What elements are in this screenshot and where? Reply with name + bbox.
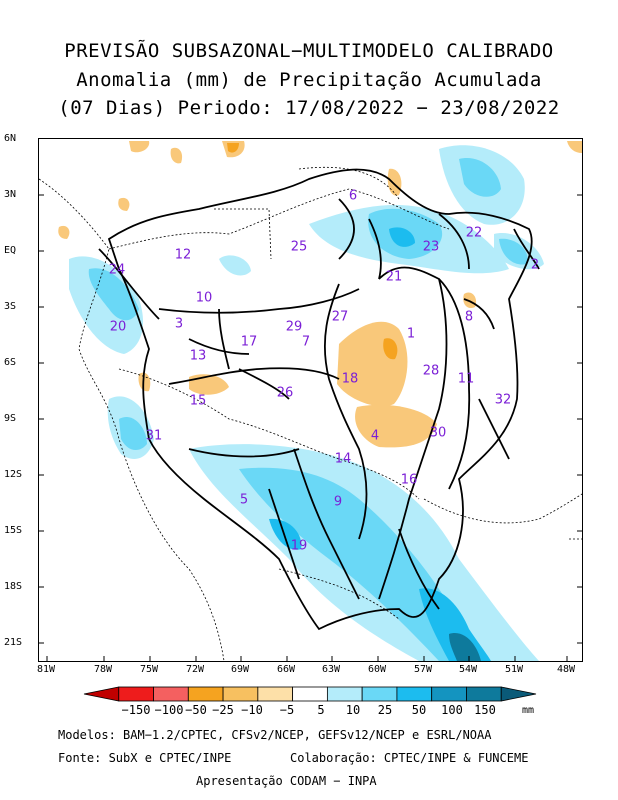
- basin-label: 21: [385, 269, 403, 285]
- footer-presentation: Apresentação CODAM − INPA: [196, 774, 377, 788]
- lat-label-15s: 15S: [4, 525, 23, 536]
- colorbar-swatch: [326, 686, 363, 702]
- basin-label: 24: [108, 262, 126, 278]
- colorbar-tick: −50: [185, 703, 207, 717]
- map-title-line1: PREVISÃO SUBSAZONAL−MULTIMODELO CALIBRAD…: [64, 40, 554, 62]
- lat-label-21s: 21S: [4, 637, 23, 648]
- colorbar-tick: 10: [345, 703, 361, 717]
- lon-label-78w: 78W: [93, 664, 113, 675]
- basin-label: 19: [290, 538, 308, 554]
- basin-label: 5: [239, 492, 249, 508]
- basin-label: 20: [109, 319, 127, 335]
- colorbar-tick: −5: [279, 703, 295, 717]
- basin-label: 25: [290, 239, 308, 255]
- colorbar-swatch: [153, 686, 189, 702]
- basin-label: 29: [285, 319, 303, 335]
- lon-label-51w: 51W: [504, 664, 524, 675]
- footer-models: Modelos: BAM−1.2/CPTEC, CFSv2/NCEP, GEFS…: [58, 728, 492, 742]
- basin-label: 13: [189, 348, 207, 364]
- lat-label-18s: 18S: [4, 581, 23, 592]
- lon-label-57w: 57W: [413, 664, 433, 675]
- basin-label: 4: [370, 428, 380, 444]
- lat-label-6s: 6S: [4, 357, 17, 368]
- colorbar-swatch: [396, 686, 433, 702]
- colorbar-swatch: [222, 686, 259, 702]
- basin-label: 6: [348, 188, 358, 204]
- colorbar-swatch: [83, 686, 120, 702]
- colorbar-tick: −100: [154, 703, 184, 717]
- anomaly-map: [39, 141, 582, 661]
- basin-label: 31: [145, 428, 163, 444]
- basin-label: 30: [429, 425, 447, 441]
- colorbar-swatch: [292, 686, 328, 702]
- basin-label: 8: [464, 309, 474, 325]
- basin-label: 3: [174, 316, 184, 332]
- basin-label: 22: [465, 225, 483, 241]
- basin-label: 16: [400, 472, 418, 488]
- footer-collaboration: Colaboração: CPTEC/INPE & FUNCEME: [290, 751, 529, 765]
- colorbar-swatch: [500, 686, 537, 702]
- basin-label: 17: [240, 334, 258, 350]
- colorbar: [83, 686, 537, 702]
- colorbar-swatch: [361, 686, 398, 702]
- basin-label: 15: [189, 393, 207, 409]
- basin-label: 18: [341, 371, 359, 387]
- lat-label-3n: 3N: [4, 189, 17, 200]
- lon-label-48w: 48W: [556, 664, 576, 675]
- footer-source: Fonte: SubX e CPTEC/INPE: [58, 751, 232, 765]
- lat-label-3s: 3S: [4, 301, 17, 312]
- basin-boundaries: [98, 168, 540, 631]
- colorbar-tick: −150: [121, 703, 151, 717]
- colorbar-tick: 100: [441, 703, 463, 717]
- basin-label: 14: [334, 451, 352, 467]
- colorbar-tick: 25: [377, 703, 393, 717]
- map-frame: [38, 138, 583, 662]
- colorbar-swatch: [257, 686, 294, 702]
- map-title-line2: Anomalia (mm) de Precipitação Acumulada: [76, 69, 542, 91]
- colorbar-tick: −25: [212, 703, 234, 717]
- map-title-line3: (07 Dias) Periodo: 17/08/2022 − 23/08/20…: [58, 97, 560, 119]
- basin-label: 9: [333, 494, 343, 510]
- colorbar-swatch: [187, 686, 224, 702]
- negative-anomaly-cores: [227, 143, 398, 360]
- basin-label: 11: [457, 371, 475, 387]
- lon-label-54w: 54W: [458, 664, 478, 675]
- lat-label-eq: EQ: [4, 245, 17, 256]
- colorbar-swatch: [118, 686, 154, 702]
- basin-label: 7: [301, 334, 311, 350]
- lat-label-6n: 6N: [4, 133, 17, 144]
- lat-label-12s: 12S: [4, 469, 23, 480]
- lon-label-75w: 75W: [139, 664, 159, 675]
- basin-label: 12: [174, 247, 192, 263]
- country-borders: [39, 166, 582, 661]
- lon-label-81w: 81W: [36, 664, 56, 675]
- basin-label: 23: [422, 239, 440, 255]
- map-ticks: [39, 194, 582, 661]
- colorbar-swatch: [466, 686, 502, 702]
- lon-label-69w: 69W: [230, 664, 250, 675]
- basin-label: 27: [331, 309, 349, 325]
- colorbar-tick: 150: [474, 703, 496, 717]
- basin-label: 10: [195, 290, 213, 306]
- positive-anomaly-darkest: [449, 633, 481, 661]
- lon-label-63w: 63W: [321, 664, 341, 675]
- lon-label-72w: 72W: [185, 664, 205, 675]
- colorbar-tick: 50: [411, 703, 427, 717]
- basin-label: 2: [530, 257, 540, 273]
- colorbar-swatch: [431, 686, 467, 702]
- basin-label: 32: [494, 392, 512, 408]
- basin-label: 26: [276, 385, 294, 401]
- colorbar-tick: −10: [241, 703, 263, 717]
- colorbar-tick: 5: [317, 703, 325, 717]
- basin-label: 1: [406, 326, 416, 342]
- lon-label-66w: 66W: [276, 664, 296, 675]
- basin-label: 28: [422, 363, 440, 379]
- lon-label-60w: 60W: [367, 664, 387, 675]
- colorbar-unit: mm: [522, 705, 535, 716]
- lat-label-9s: 9S: [4, 413, 17, 424]
